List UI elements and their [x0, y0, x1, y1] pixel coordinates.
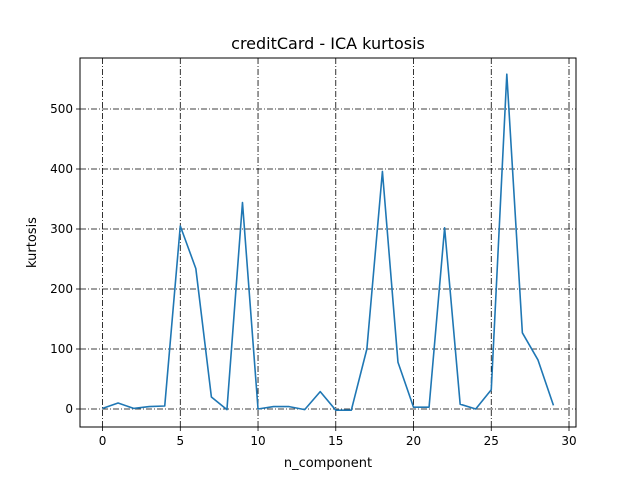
y-tick-label: 500	[50, 102, 73, 116]
series-layer	[102, 73, 555, 412]
chart-title: creditCard - ICA kurtosis	[231, 34, 425, 53]
grid-layer	[80, 58, 576, 427]
x-tick-label: 30	[561, 434, 576, 448]
y-tick-label: 400	[50, 162, 73, 176]
series-line	[102, 73, 555, 412]
plot-area-frame	[79, 57, 577, 428]
x-tick-label: 0	[99, 434, 107, 448]
x-tick-label: 20	[406, 434, 421, 448]
y-tick-label: 0	[65, 402, 73, 416]
x-tick-label: 5	[176, 434, 184, 448]
y-axis-label: kurtosis	[25, 217, 40, 268]
x-tick-label: 15	[328, 434, 343, 448]
x-tick-label: 25	[484, 434, 499, 448]
y-tick-label: 100	[50, 342, 73, 356]
x-axis-label: n_component	[284, 456, 372, 471]
x-tick-label: 10	[250, 434, 265, 448]
y-tick-label: 200	[50, 282, 73, 296]
y-tick-label: 300	[50, 222, 73, 236]
